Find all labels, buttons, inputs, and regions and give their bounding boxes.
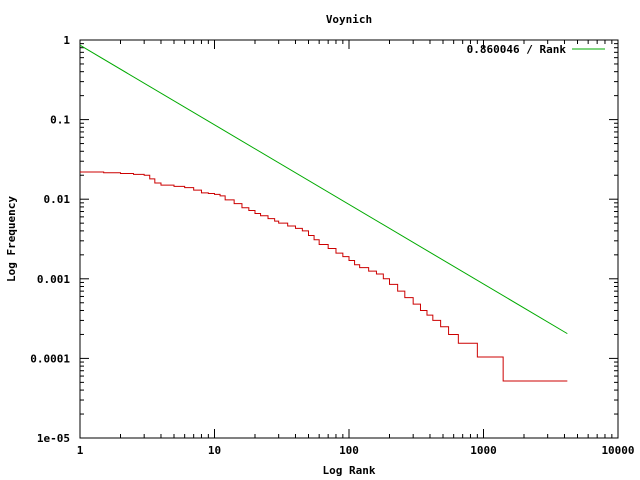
x-tick-label: 10000 xyxy=(601,444,634,457)
y-tick-label: 0.01 xyxy=(44,193,71,206)
series-line-red xyxy=(80,171,568,382)
y-tick-label: 0.001 xyxy=(37,273,70,286)
series-line-green xyxy=(79,44,568,335)
legend-label-green: 0.860046 / Rank xyxy=(467,43,567,56)
legend: 0.860046 / Rank xyxy=(467,43,605,56)
series-lines xyxy=(79,44,568,382)
x-axis-label: Log Rank xyxy=(323,464,376,477)
x-tick-label: 1 xyxy=(77,444,84,457)
x-tick-label: 10 xyxy=(208,444,221,457)
y-axis-label: Log Frequency xyxy=(5,196,18,282)
y-tick-label: 1e-05 xyxy=(37,432,70,445)
y-tick-label: 0.0001 xyxy=(30,352,70,365)
x-tick-label: 1000 xyxy=(470,444,497,457)
y-tick-label: 0.1 xyxy=(50,114,70,127)
x-tick-label: 100 xyxy=(339,444,359,457)
y-tick-label: 1 xyxy=(63,34,70,47)
axis-ticks: 1 10 100 1000 10000 1 0.1 0.01 0.001 0.0001 1e-05 xyxy=(30,34,634,457)
chart-title: Voynich xyxy=(326,13,372,26)
plot-frame xyxy=(79,39,619,439)
